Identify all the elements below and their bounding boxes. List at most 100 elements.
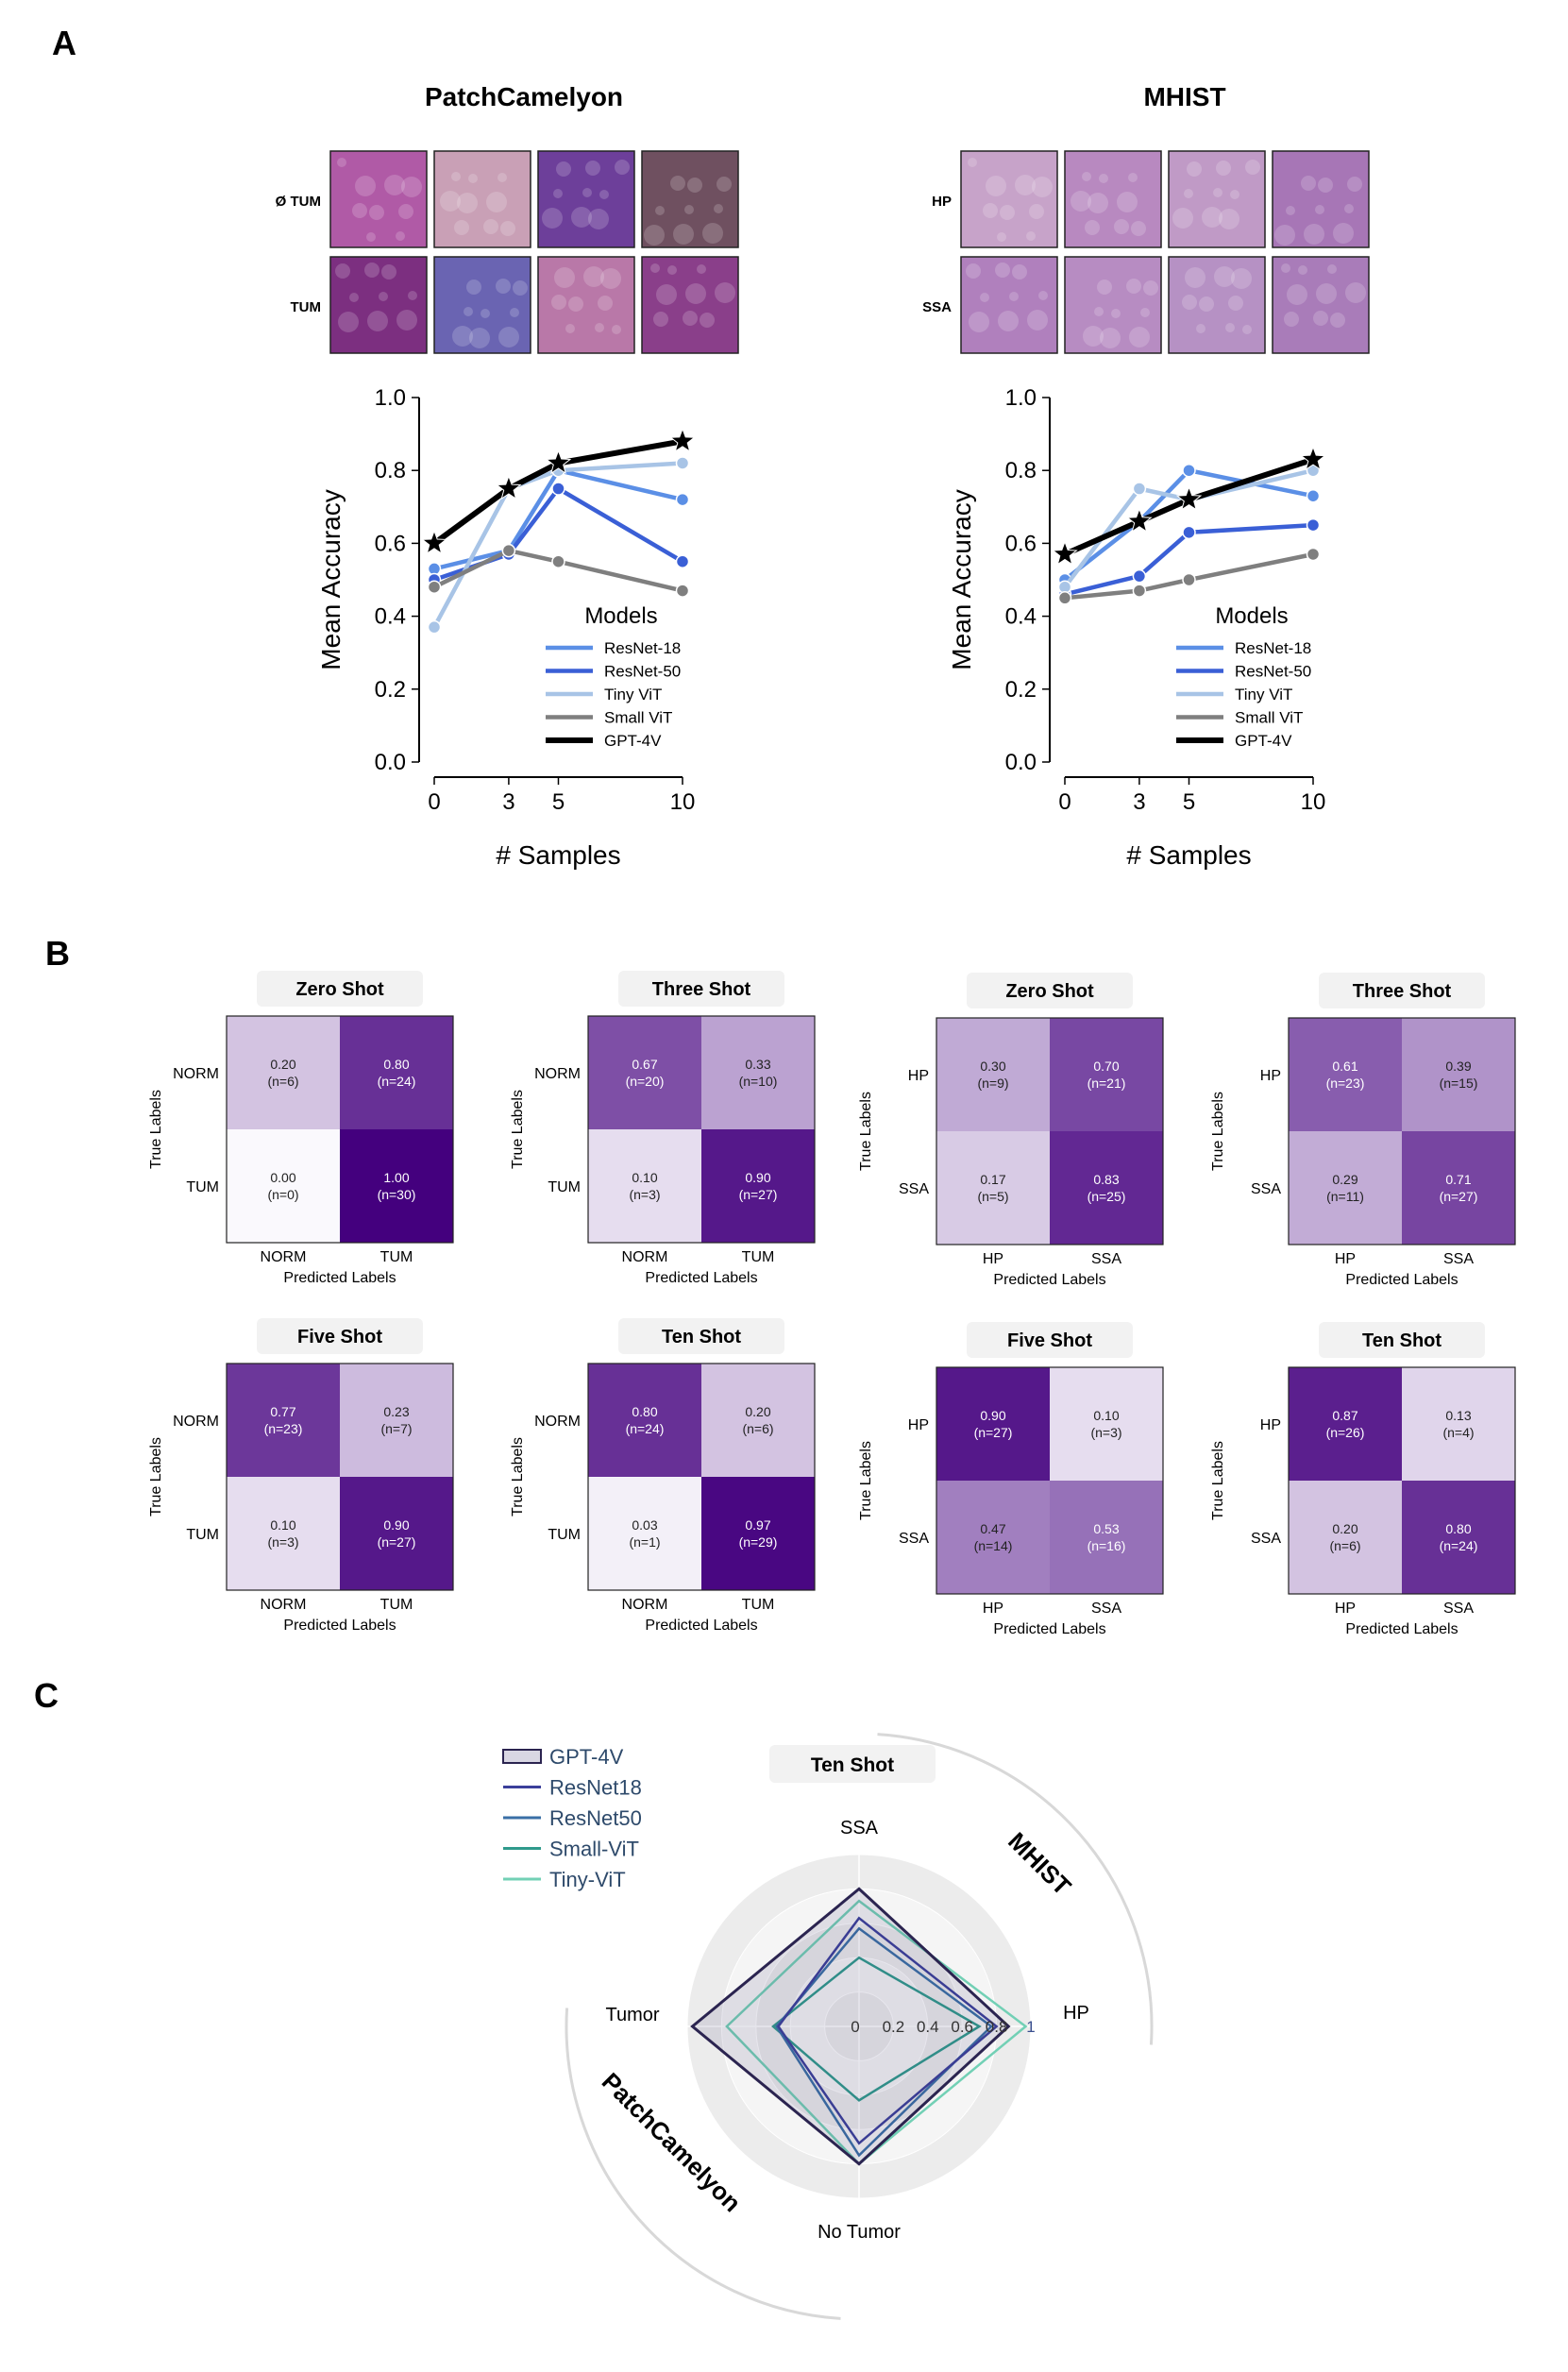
confusion-matrices: Zero Shot 0.20 (n=6) 0.80 (n=24) 0.00 (n=0) 1.0…: [148, 971, 1516, 1637]
cm-cell: [1402, 1367, 1515, 1481]
mhist-tile-texture: [1287, 284, 1307, 305]
mhist-tile-texture: [1114, 219, 1129, 234]
cm-cell-count: (n=15): [1440, 1076, 1478, 1091]
cm-title-box: [967, 973, 1133, 1008]
gpt4v-star-marker: [1126, 507, 1153, 533]
mhist-tile-texture: [1286, 206, 1295, 215]
data-point: [1306, 547, 1321, 562]
patchcam-tile-texture: [673, 224, 694, 245]
cm-cell-value: 0.39: [1445, 1059, 1471, 1074]
mhist-tile-texture: [1298, 265, 1307, 275]
patchcam-tile-texture: [553, 189, 563, 198]
cm-xlabel: Predicted Labels: [993, 1272, 1105, 1288]
mhist-tile-texture: [1284, 312, 1299, 327]
cm-cell-count: (n=3): [629, 1187, 660, 1202]
patchcam-tile-texture: [615, 160, 630, 175]
data-point: [1182, 572, 1196, 587]
radar-legend-label: Small-ViT: [549, 1838, 639, 1861]
patchcam-tile-texture: [585, 161, 600, 176]
panel-a-letter: A: [52, 24, 76, 62]
cm-cell: [701, 1016, 815, 1129]
patchcam-arc: [565, 2008, 841, 2320]
cm-cell: [936, 1131, 1050, 1245]
mhist-tile-texture: [1131, 221, 1146, 236]
cm-title-box: [618, 1318, 784, 1354]
mhist-tile-image: [1064, 256, 1162, 354]
cm-cell-count: (n=21): [1087, 1076, 1126, 1091]
patchcam-tile-texture: [714, 204, 723, 213]
mhist-row-label: HP: [932, 194, 952, 210]
legend-label: Tiny ViT: [604, 686, 662, 703]
mhist-tile-texture: [1199, 296, 1214, 312]
cm-cell: [588, 1129, 701, 1243]
gpt4v-star-marker: [545, 449, 572, 475]
cm-title: Zero Shot: [1005, 981, 1094, 1002]
cm-xlabel: Predicted Labels: [645, 1618, 757, 1634]
cm-cell-count: (n=25): [1087, 1189, 1126, 1204]
mhist-tile-texture: [995, 263, 1010, 278]
mhist-tile-image: [1272, 256, 1370, 354]
cm-cell: [340, 1016, 453, 1129]
patchcam-tile-texture: [496, 279, 511, 294]
patchcam-tile-texture: [568, 296, 583, 312]
cm-cell-value: 0.10: [1093, 1408, 1119, 1423]
cm-cell-value: 0.53: [1093, 1521, 1119, 1536]
patchcam-tile-texture: [554, 267, 575, 288]
cm-row-label: HP: [908, 1068, 929, 1084]
cm-cell-value: 0.20: [1332, 1521, 1357, 1536]
patchcam-tile-image: [641, 256, 739, 354]
panel-c-letter: C: [34, 1676, 59, 1715]
cm-cell-value: 0.23: [383, 1404, 409, 1419]
mhist-tile-image: [960, 256, 1058, 354]
cm-cell-value: 0.61: [1332, 1059, 1357, 1074]
cm-cell: [1050, 1131, 1163, 1245]
cm-cell: [227, 1129, 340, 1243]
cm-frame: [587, 1363, 816, 1591]
mhist-tile-texture: [968, 158, 977, 167]
cm-cell-count: (n=23): [1326, 1076, 1365, 1091]
cm-cell-count: (n=23): [264, 1421, 303, 1436]
cm-cell-count: (n=0): [267, 1187, 298, 1202]
x-axis-label: # Samples: [1126, 840, 1251, 870]
mhist-tile-texture: [1242, 325, 1252, 334]
patchcam-tile-texture: [500, 221, 515, 236]
cm-row-label: HP: [908, 1417, 929, 1433]
mhist-tile-texture: [1187, 161, 1202, 177]
patchcam-tile-texture: [366, 232, 376, 242]
cm-cell-count: (n=14): [974, 1538, 1013, 1553]
gpt4v-star-marker: [669, 427, 696, 452]
data-point: [675, 554, 690, 568]
x-tick-label: 0: [1058, 789, 1071, 815]
mhist-tile-texture: [983, 203, 998, 218]
cm-col-label: HP: [1335, 1251, 1356, 1267]
cm-cell: [1050, 1018, 1163, 1131]
cm-row-label: NORM: [173, 1414, 219, 1430]
series-line-gpt-4v: [432, 438, 683, 546]
cm-cell-count: (n=27): [1440, 1189, 1478, 1204]
cm-cell-value: 0.87: [1332, 1408, 1357, 1423]
cm-cell: [588, 1477, 701, 1590]
cm-xlabel: Predicted Labels: [645, 1270, 757, 1286]
cm-frame: [587, 1015, 816, 1244]
patchcam-tile-texture: [355, 176, 376, 196]
series-line-gpt-4v: [1063, 456, 1314, 557]
legend-label: ResNet-18: [1235, 639, 1311, 657]
mhist-tile-texture: [1126, 279, 1141, 294]
radar-series-small-vit: [771, 1956, 982, 2102]
cm-xlabel: Predicted Labels: [283, 1618, 396, 1634]
cm-title: Zero Shot: [295, 979, 384, 1000]
patchcam-tile-texture: [653, 312, 668, 327]
cm-cell-count: (n=3): [1090, 1425, 1121, 1440]
cm-cell-count: (n=16): [1087, 1538, 1126, 1553]
cm-ylabel: True Labels: [148, 1090, 164, 1169]
legend-title: Models: [584, 603, 657, 629]
cm-cell-value: 0.47: [980, 1521, 1005, 1536]
data-point: [1182, 525, 1196, 540]
data-point: [1057, 591, 1072, 605]
cm-ylabel: True Labels: [1210, 1441, 1226, 1520]
mhist-tile-texture: [1099, 174, 1108, 183]
patchcam-tile-texture: [667, 265, 677, 275]
cm-cell-value: 0.03: [632, 1517, 657, 1533]
mhist-line-chart: 0.0 0.2 0.4 0.6 0.8 1.0 0 3 5 10 # Samples Mean Acc…: [947, 385, 1326, 870]
patchcam-tile-texture: [466, 280, 481, 295]
